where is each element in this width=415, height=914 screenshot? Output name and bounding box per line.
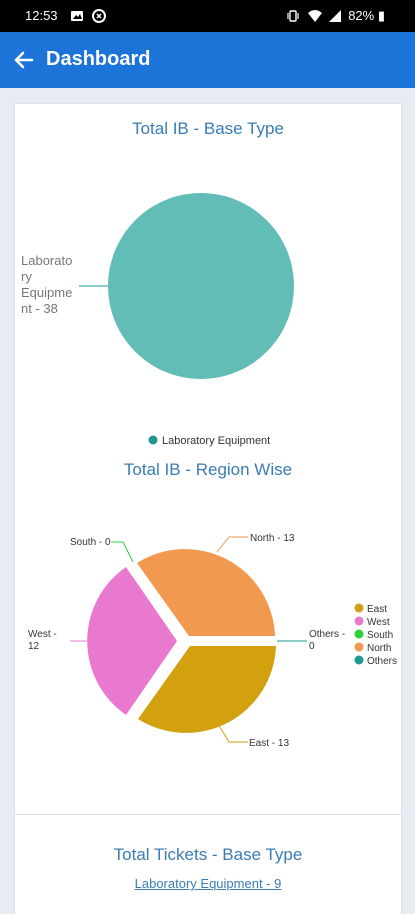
slice-label-west: West - 12 xyxy=(28,629,60,652)
tickets-laboratory-equipment-link[interactable]: Laboratory Equipment - 9 xyxy=(134,876,282,891)
legend-label-south: South xyxy=(367,630,393,641)
signal-icon xyxy=(329,10,341,22)
legend-marker-west xyxy=(354,616,364,626)
chart-title-tickets: Total Tickets - Base Type xyxy=(113,845,303,864)
legend-label-north: North xyxy=(367,643,391,654)
base-type-pie-chart: Laborato ry Equipme nt - 38 Laboratory E… xyxy=(21,193,294,447)
legend-label-west: West xyxy=(367,617,390,628)
app-bar: Dashboard xyxy=(0,32,415,88)
legend-marker-north xyxy=(354,642,364,652)
chart-title-region-wise: Total IB - Region Wise xyxy=(123,460,293,479)
pie-slice-east[interactable] xyxy=(138,646,276,733)
image-icon xyxy=(71,11,83,21)
leader-north xyxy=(216,536,248,553)
leader-south xyxy=(111,541,134,563)
legend-marker-laboratory-equipment xyxy=(148,435,158,445)
dashboard-card: Total IB - Base Type Laborato ry Equipme… xyxy=(15,104,401,914)
slice-label-north: North - 13 xyxy=(250,533,295,544)
legend-marker-others xyxy=(354,655,364,665)
pie-slice-west[interactable] xyxy=(87,567,177,715)
slice-label-others: Others - 0 xyxy=(309,629,348,652)
legend-marker-south xyxy=(354,629,364,639)
legend-label-laboratory-equipment: Laboratory Equipment xyxy=(162,435,270,447)
battery-level: 82% ▮ xyxy=(348,8,385,23)
shazam-icon xyxy=(92,9,106,23)
legend-marker-east xyxy=(354,603,364,613)
legend-label-others: Others xyxy=(367,656,397,667)
slice-label-south: South - 0 xyxy=(70,537,111,548)
chart-title-base-type: Total IB - Base Type xyxy=(132,119,284,138)
section-divider xyxy=(15,814,401,815)
leader-east xyxy=(217,723,248,743)
region-legend: East West South North Others xyxy=(354,603,397,667)
slice-label-east: East - 13 xyxy=(249,738,289,749)
vibrate-icon xyxy=(287,10,299,22)
status-time: 12:53 xyxy=(25,8,58,23)
page-title: Dashboard xyxy=(46,48,151,70)
pie-slice-laboratory-equipment[interactable] xyxy=(108,193,294,379)
pie-slice-north[interactable] xyxy=(137,549,275,636)
region-wise-pie-chart: North - 13 East - 13 South - 0 West - 12… xyxy=(28,533,397,749)
wifi-icon xyxy=(308,10,322,22)
legend-label-east: East xyxy=(367,604,387,615)
status-bar: 12:53 82% ▮ xyxy=(0,0,415,32)
back-arrow-icon[interactable] xyxy=(12,48,36,72)
slice-label-laboratory-equipment: Laborato ry Equipme nt - 38 xyxy=(21,253,76,316)
